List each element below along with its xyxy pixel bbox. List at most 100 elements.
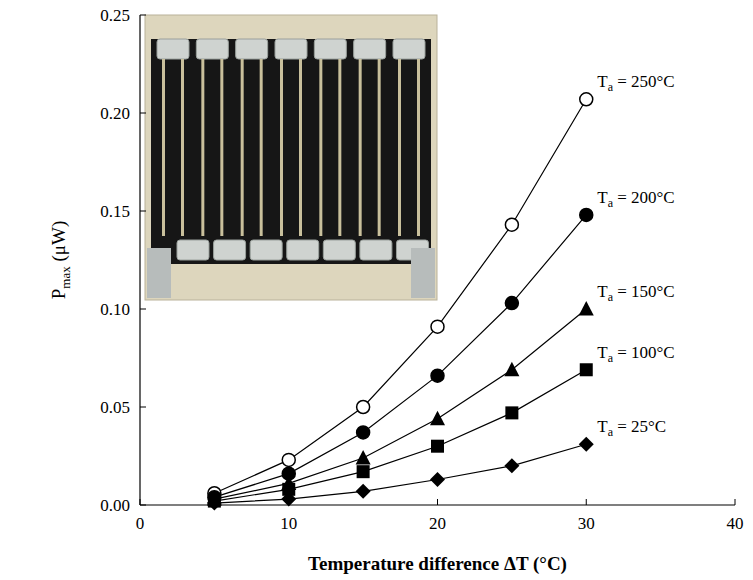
marker [356,484,371,499]
marker [579,301,594,316]
x-tick-label: 0 [136,514,145,533]
series-label-part: = 150°C [613,282,675,301]
inset-pad [360,240,392,260]
x-tick [140,499,141,505]
y-axis-title-part: (μW) [48,221,70,267]
marker [430,411,445,426]
y-tick-label: 0.15 [100,202,130,221]
series-line [214,370,586,501]
lines [214,99,586,503]
marker [580,93,593,106]
y-axis-title: Pmax (μW) [48,221,73,300]
markers [207,93,594,511]
inset-leg [299,59,302,236]
inset-pad [314,39,346,59]
series-label-part: = 25°C [613,417,666,436]
marker [505,297,518,310]
y-tick [140,113,146,114]
y-tick [140,15,146,16]
y-tick-label: 0.25 [100,6,130,25]
marker [431,320,444,333]
inset-pad [177,240,209,260]
x-tick-label: 10 [280,514,297,533]
y-axis [139,15,140,505]
marker [357,465,370,478]
marker [580,208,593,221]
x-tick-label: 20 [429,514,446,533]
inset-leg [398,59,401,236]
marker [430,472,445,487]
inset-leg [260,59,263,236]
inset-frame [145,15,437,300]
series-label-part: T [597,343,608,362]
x-axis-title: Temperature difference ΔT (°C) [308,553,567,575]
inset-substrate [151,39,431,264]
inset-pad [196,39,228,59]
y-tick [140,407,146,408]
inset-pad [157,39,189,59]
series-line [214,215,586,497]
series-label: Ta = 25°C [597,417,666,439]
series-label: Ta = 250°C [597,72,674,94]
series-label-part: T [597,282,608,301]
y-tick-label: 0.00 [100,496,130,515]
y-tick-label: 0.20 [100,104,130,123]
inset-leg [241,59,244,236]
series-line [214,309,586,499]
series-label: Ta = 200°C [597,188,674,210]
marker [282,453,295,466]
marker [580,363,593,376]
series-label-part: = 250°C [613,72,675,91]
marker [356,450,371,465]
x-tick [437,499,438,505]
x-tick-label: 30 [578,514,595,533]
series-label-part: = 200°C [613,188,675,207]
y-axis-title-part: max [58,266,73,289]
inset-leg [181,59,184,236]
marker [431,440,444,453]
inset-pad [354,39,386,59]
series-label: Ta = 150°C [597,282,674,304]
y-tick [140,505,146,506]
series-label-part: T [597,188,608,207]
marker [505,218,518,231]
inset-pad [393,39,425,59]
y-axis-title-part: P [48,289,69,300]
inset-leg [220,59,223,236]
inset-leg [359,59,362,236]
x-tick-label: 40 [727,514,744,533]
inset-terminal [411,248,435,298]
marker [505,406,518,419]
series-label-part: = 100°C [613,343,675,362]
inset-pad [250,240,282,260]
marker [504,458,519,473]
inset-leg [201,59,204,236]
inset-pad [287,240,319,260]
x-tick [586,499,587,505]
inset-leg [417,59,420,236]
y-tick-label: 0.05 [100,398,130,417]
marker [431,369,444,382]
series-label-part: T [597,417,608,436]
marker [504,362,519,377]
inset-terminal [147,248,171,298]
series-labels: Ta = 250°C Ta = 200°C Ta = 150°C Ta = 100°C… [597,72,674,439]
chart: 0.00 0.05 0.10 0.15 0.20 0.25 0 10 20 30 40 Tempera… [0,0,753,580]
inset-photo [145,15,437,300]
series-label-part: T [597,72,608,91]
marker [281,492,296,507]
y-tick [140,309,146,310]
inset-pad [323,240,355,260]
series-label: Ta = 100°C [597,343,674,365]
marker [579,437,594,452]
inset-leg [280,59,283,236]
inset-pad [275,39,307,59]
inset-leg [319,59,322,236]
marker [357,401,370,414]
inset-pad [236,39,268,59]
marker [357,426,370,439]
inset-pad [214,240,246,260]
y-tick-label: 0.10 [100,300,130,319]
marker [207,496,222,511]
x-tick [735,499,736,505]
